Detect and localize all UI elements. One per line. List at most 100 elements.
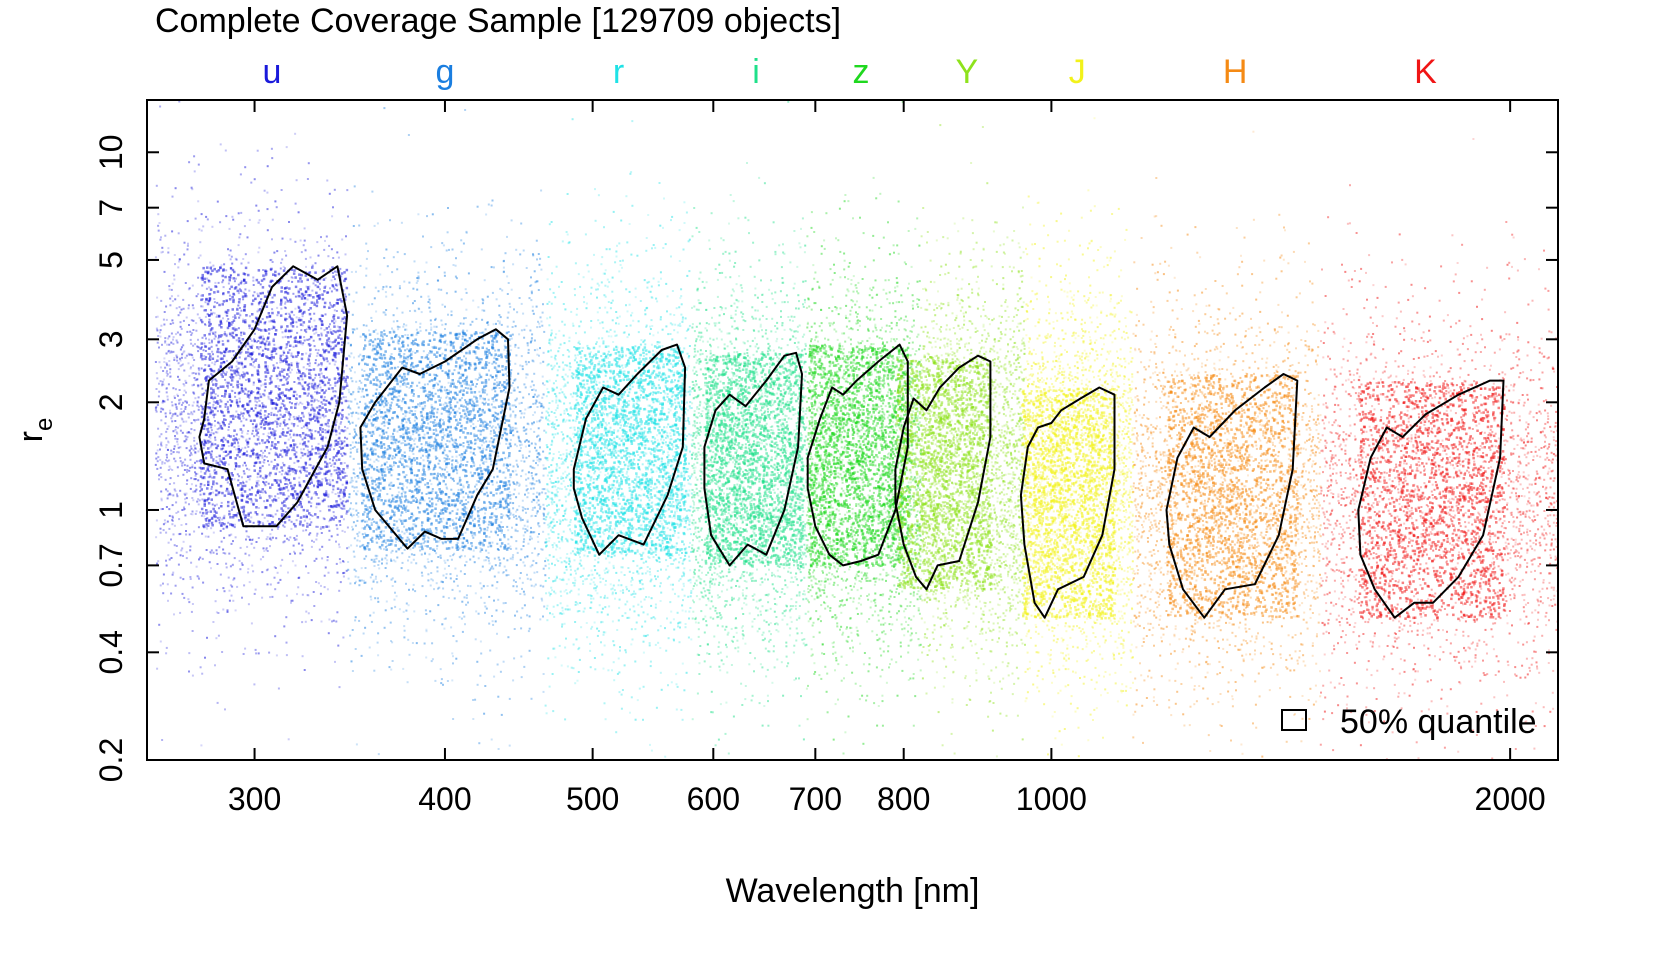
point (356, 545, 358, 547)
point (256, 387, 259, 390)
point (177, 466, 179, 468)
point (303, 311, 306, 314)
point (288, 738, 290, 740)
point (421, 443, 423, 445)
point (343, 280, 346, 283)
point (202, 276, 205, 279)
point (442, 370, 444, 372)
point (227, 340, 230, 343)
point (427, 573, 429, 575)
point (204, 271, 207, 274)
point (168, 285, 170, 287)
point (183, 507, 185, 509)
point (164, 271, 166, 273)
point (339, 686, 341, 688)
point (511, 289, 513, 291)
point (337, 326, 339, 328)
point (163, 529, 165, 531)
point (259, 494, 261, 496)
point (245, 419, 247, 421)
point (290, 330, 293, 333)
point (329, 483, 332, 486)
point (529, 650, 531, 652)
point (156, 297, 158, 299)
point (179, 312, 181, 314)
point (324, 408, 327, 411)
point (435, 552, 437, 554)
point (295, 321, 297, 323)
series-points-u (155, 101, 349, 747)
point (156, 329, 158, 331)
point (296, 446, 298, 448)
point (340, 470, 343, 473)
point (176, 493, 178, 495)
point (206, 637, 208, 639)
point (366, 325, 368, 327)
point (491, 404, 493, 406)
point (201, 342, 204, 345)
point (229, 523, 232, 526)
point (288, 389, 291, 392)
point (244, 225, 246, 227)
point (233, 271, 236, 274)
point (291, 423, 293, 425)
point (334, 331, 337, 334)
point (229, 288, 231, 290)
point (220, 366, 223, 369)
point (306, 523, 308, 525)
point (293, 443, 296, 446)
point (519, 450, 521, 452)
point (208, 321, 211, 324)
point (530, 276, 532, 278)
point (155, 256, 157, 258)
point (301, 544, 303, 546)
point (342, 484, 344, 486)
point (302, 342, 304, 344)
point (251, 352, 254, 355)
point (222, 375, 225, 378)
point (198, 526, 200, 528)
point (257, 476, 259, 478)
point (165, 437, 167, 439)
point (171, 515, 173, 517)
point (237, 512, 239, 514)
point (310, 318, 312, 320)
point (521, 676, 523, 678)
point (342, 476, 345, 479)
point (162, 370, 164, 372)
point (328, 245, 330, 247)
point (244, 490, 247, 493)
point (228, 366, 230, 368)
point (221, 281, 223, 283)
point (336, 452, 339, 455)
point (175, 403, 177, 405)
point (244, 648, 246, 650)
point (280, 326, 283, 329)
point (231, 543, 233, 545)
point (234, 526, 236, 528)
point (186, 557, 188, 559)
point (289, 349, 291, 351)
point (219, 458, 221, 460)
point (519, 391, 521, 393)
point (188, 470, 190, 472)
point (249, 315, 251, 317)
point (404, 549, 406, 551)
point (289, 473, 291, 475)
point (287, 427, 289, 429)
point (290, 485, 293, 488)
point (205, 298, 208, 301)
point (185, 282, 187, 284)
point (197, 200, 199, 202)
point (213, 298, 215, 300)
point (282, 510, 285, 512)
point (242, 296, 245, 299)
point (247, 433, 249, 435)
point (190, 432, 192, 434)
point (406, 465, 408, 467)
point (508, 282, 510, 284)
point (538, 253, 540, 255)
point (365, 567, 367, 569)
point (219, 405, 222, 408)
point (158, 395, 160, 397)
